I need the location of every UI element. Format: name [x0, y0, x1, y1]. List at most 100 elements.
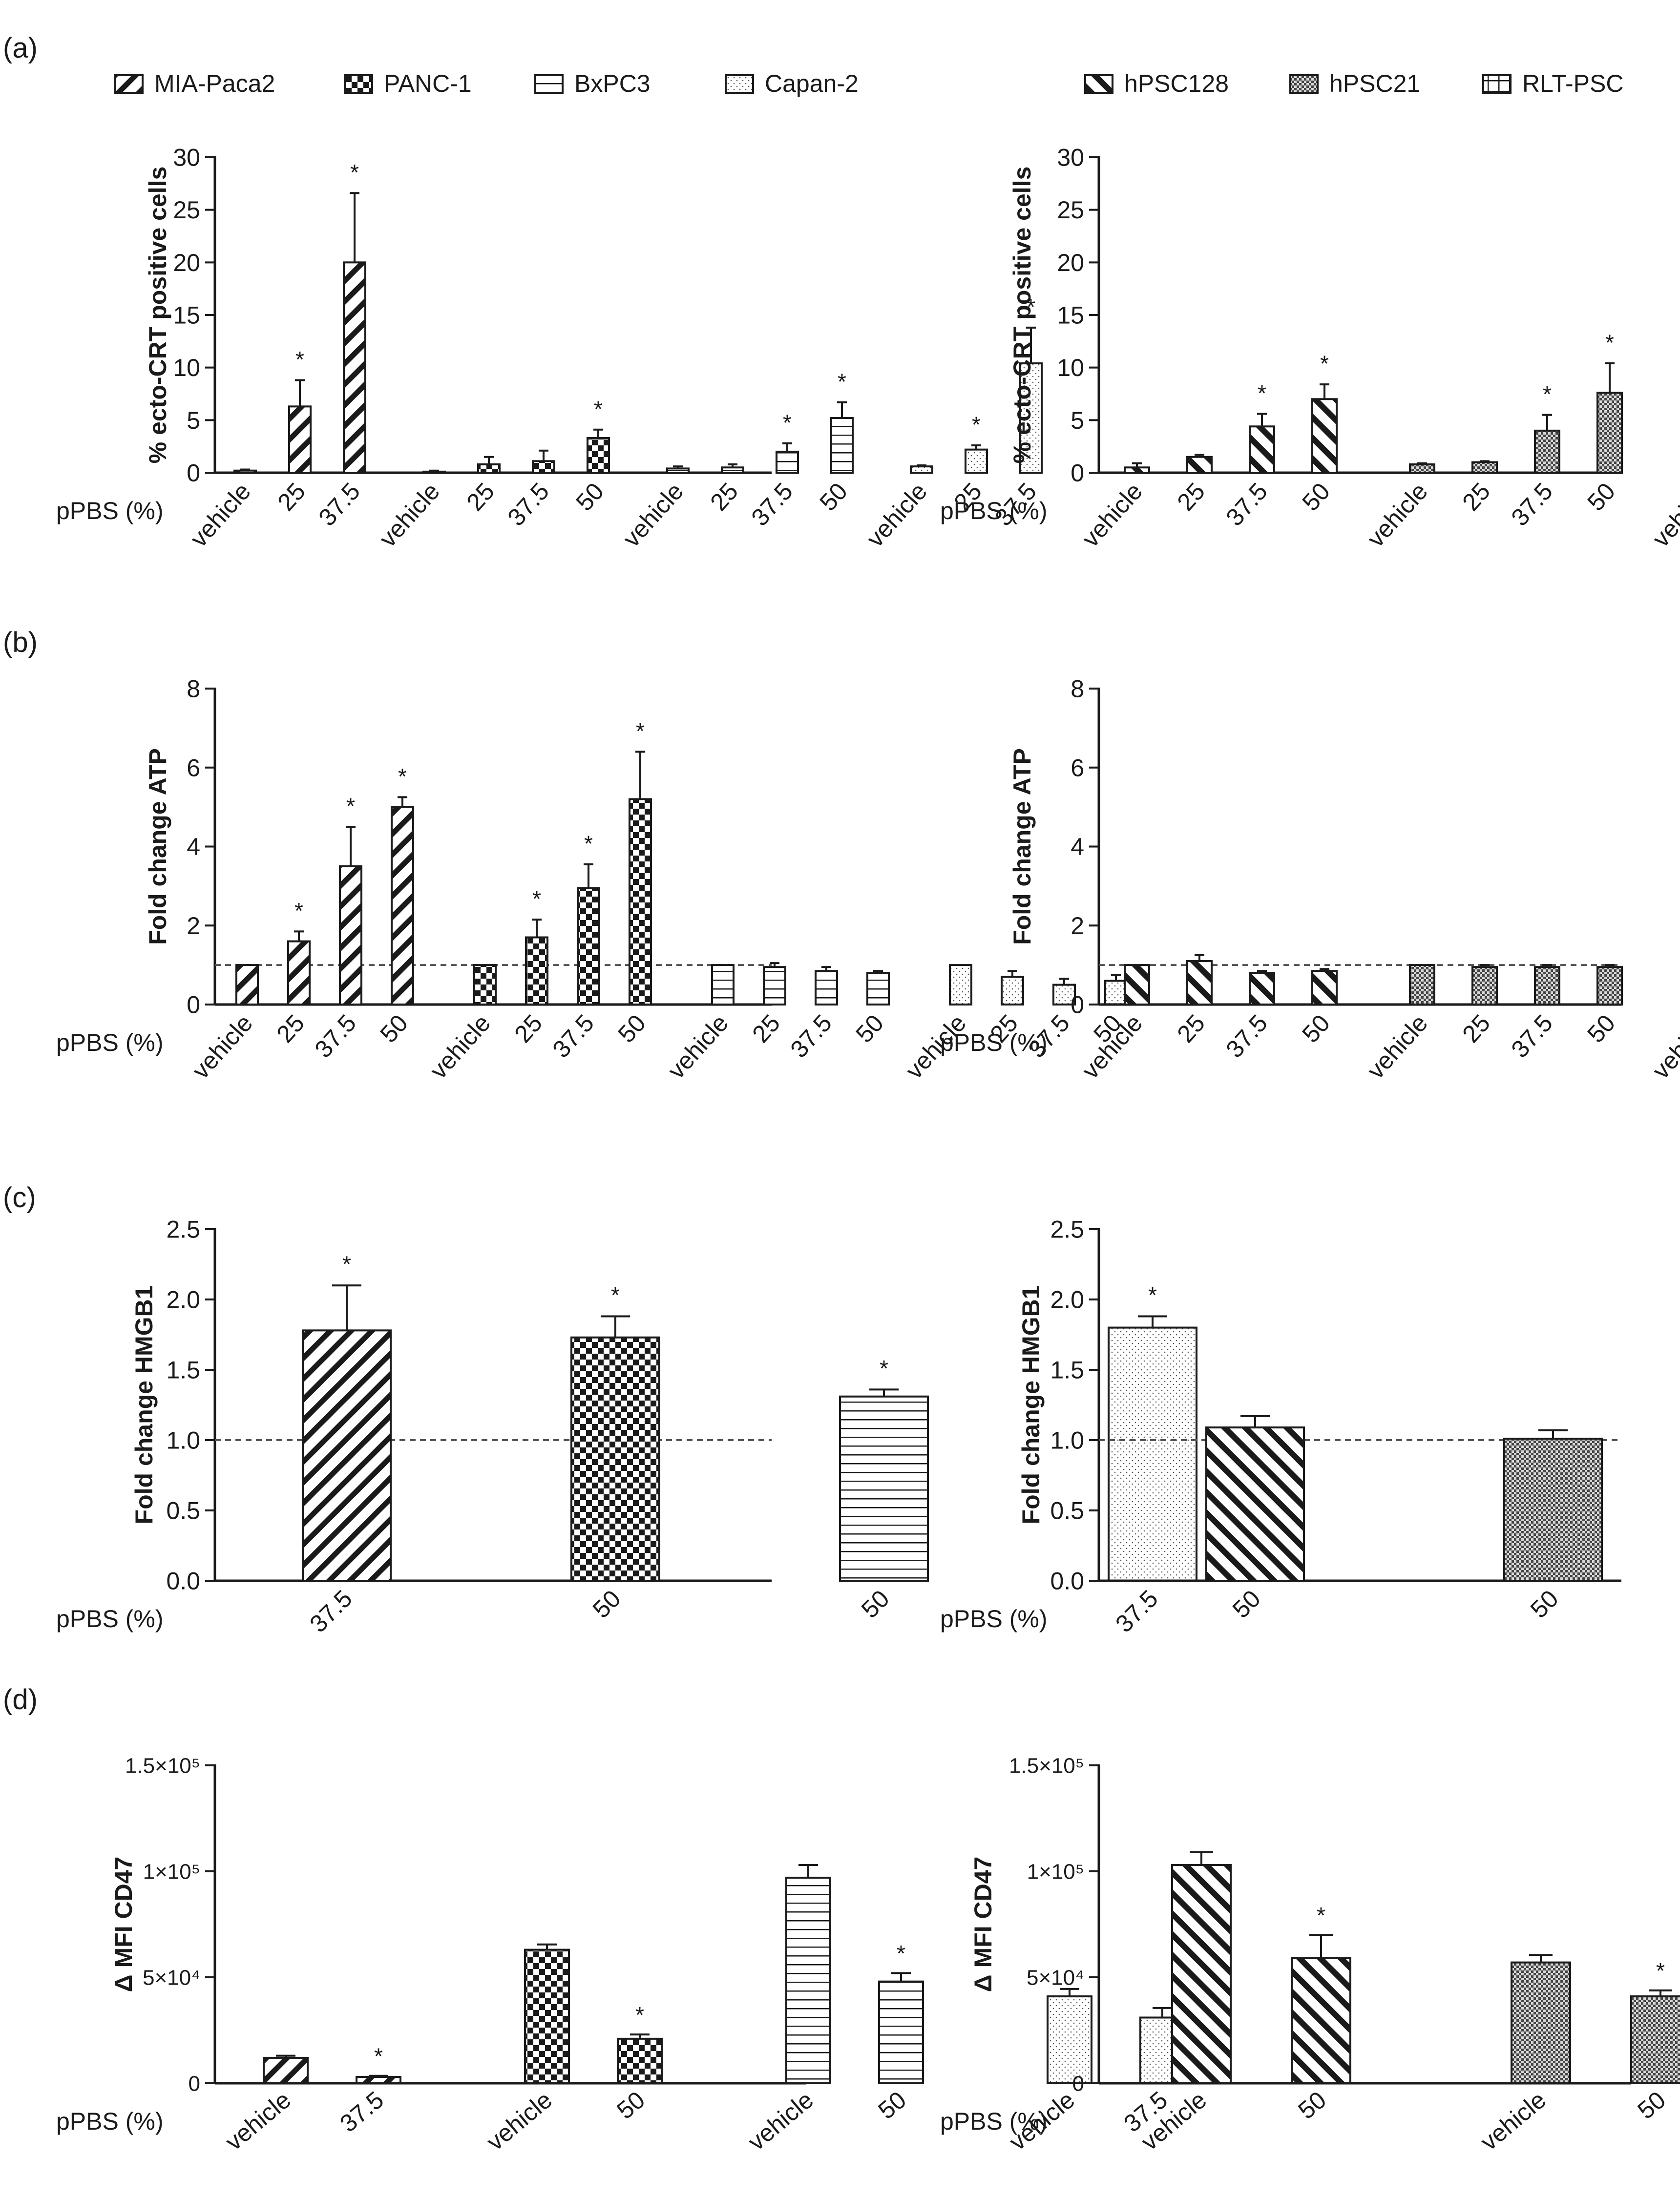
- bar: [570, 1336, 660, 1582]
- x-tick-label: 50: [588, 1585, 626, 1623]
- significance-star: *: [972, 412, 981, 438]
- x-tick-label: vehicle: [743, 2086, 819, 2156]
- x-tick-label: 37.5: [304, 1585, 357, 1637]
- chart-ecto-crt-stellate: 0 5 10 15 20 25 30 % ecto-CRT positive cells pPB…: [940, 144, 1680, 553]
- x-tick-label: 37.5: [313, 478, 365, 531]
- y-tick-label: 5: [187, 407, 200, 434]
- bar: [617, 2037, 663, 2084]
- y-axis-title: Fold change ATP: [1008, 748, 1036, 945]
- bar: [235, 964, 259, 1005]
- x-tick-label: 50: [1293, 2086, 1331, 2125]
- bar: [1171, 1864, 1232, 2084]
- y-axis-title: Δ MFI CD47: [969, 1857, 997, 1992]
- x-tick-label: 37.5: [746, 478, 798, 531]
- bar: [1630, 1995, 1680, 2085]
- bar: [776, 450, 799, 474]
- legend-label: PANC-1: [384, 70, 472, 97]
- y-tick-label: 0.5: [1050, 1497, 1084, 1525]
- significance-star: *: [1258, 380, 1266, 406]
- y-tick-label: 8: [1071, 675, 1084, 703]
- y-tick-label: 30: [1057, 144, 1084, 171]
- x-tick-label: vehicle: [374, 478, 445, 552]
- bar: [532, 460, 555, 474]
- y-tick-label: 0.0: [1050, 1568, 1084, 1595]
- series-capan-2: * 37.5: [1108, 1282, 1197, 1638]
- x-tick-label: 25: [1457, 478, 1495, 516]
- x-tick-label: vehicle: [482, 2086, 557, 2156]
- significance-star: *: [532, 886, 541, 912]
- bar: [577, 887, 600, 1005]
- x-axis-prefix: pPBS (%): [56, 1605, 164, 1633]
- bar: [1596, 966, 1623, 1005]
- x-tick-label: vehicle: [1475, 2086, 1551, 2156]
- y-tick-label: 0: [1071, 460, 1084, 487]
- significance-star: *: [636, 718, 645, 744]
- x-tick-label: 50: [1582, 478, 1620, 516]
- y-tick-label: 4: [187, 833, 200, 860]
- bar: [1047, 1995, 1092, 2085]
- y-tick-label: 5×10⁴: [1027, 1966, 1084, 1990]
- y-tick-label: 20: [173, 249, 200, 276]
- x-tick-label: 50: [856, 1585, 895, 1623]
- bar: [477, 463, 501, 474]
- y-tick-label: 4: [1071, 833, 1084, 860]
- significance-star: *: [635, 2002, 644, 2028]
- legend-label: RLT-PSC: [1522, 70, 1623, 97]
- x-tick-label: vehicle: [424, 1009, 496, 1084]
- y-tick-label: 5×10⁴: [143, 1966, 200, 1990]
- bar: [1409, 964, 1435, 1005]
- y-tick-label: 0: [189, 2072, 200, 2095]
- bar: [1534, 966, 1560, 1005]
- x-tick-label: 50: [375, 1009, 413, 1048]
- y-tick-label: 10: [1057, 354, 1084, 381]
- panel-label: (b): [3, 627, 38, 658]
- x-tick-label: vehicle: [185, 478, 256, 552]
- bar: [1503, 1438, 1603, 1582]
- bar: [1409, 463, 1435, 474]
- x-tick-label: vehicle: [662, 1009, 734, 1084]
- series-hpsc128: vehicle 25 * 37.5 * 50: [1076, 351, 1338, 552]
- bar: [339, 865, 362, 1005]
- x-tick-label: vehicle: [861, 478, 932, 552]
- y-tick-label: 1.5×10⁵: [1009, 1754, 1084, 1778]
- bar: [525, 936, 548, 1005]
- series-panc-1: * 50: [570, 1282, 660, 1623]
- legend-swatch: [1084, 74, 1113, 94]
- bar: [830, 417, 854, 474]
- x-tick-label: 25: [1172, 1009, 1210, 1048]
- bar: [721, 466, 744, 474]
- series-panc-1: vehicle * 50: [482, 1943, 663, 2156]
- x-tick-label: 25: [1457, 1009, 1495, 1048]
- x-tick-label: 50: [814, 478, 853, 516]
- bar: [866, 972, 890, 1006]
- x-tick-label: vehicle: [1076, 478, 1148, 552]
- significance-star: *: [838, 369, 846, 394]
- y-tick-label: 8: [187, 675, 200, 703]
- x-tick-label: 37.5: [1506, 1009, 1558, 1063]
- significance-star: *: [1148, 1282, 1157, 1308]
- series-mia-paca2: vehicle * 25 * 37.5 * 50: [187, 764, 414, 1084]
- y-tick-label: 1×10⁵: [1027, 1860, 1084, 1884]
- bar: [1511, 1961, 1571, 2085]
- y-tick-label: 20: [1057, 249, 1084, 276]
- bar: [1186, 456, 1213, 474]
- series-bxpc3: vehicle 25 * 37.5 * 50: [617, 369, 854, 552]
- bar: [473, 964, 497, 1005]
- x-tick-label: 50: [1525, 1585, 1564, 1623]
- x-axis-prefix: pPBS (%): [56, 2108, 164, 2135]
- legend-swatch: [344, 74, 373, 94]
- significance-star: *: [342, 1252, 351, 1277]
- series-mia-paca2: * 37.5: [302, 1252, 392, 1638]
- bar: [839, 1395, 929, 1582]
- significance-star: *: [1320, 351, 1329, 377]
- legend-swatch: [725, 74, 754, 94]
- legend-label: hPSC128: [1124, 70, 1229, 97]
- legend-label: hPSC21: [1329, 70, 1420, 97]
- bar: [1001, 976, 1024, 1005]
- y-axis-title: % ecto-CRT positive cells: [144, 167, 171, 464]
- bar: [711, 964, 735, 1005]
- significance-star: *: [783, 410, 792, 435]
- x-tick-label: 50: [1582, 1009, 1620, 1048]
